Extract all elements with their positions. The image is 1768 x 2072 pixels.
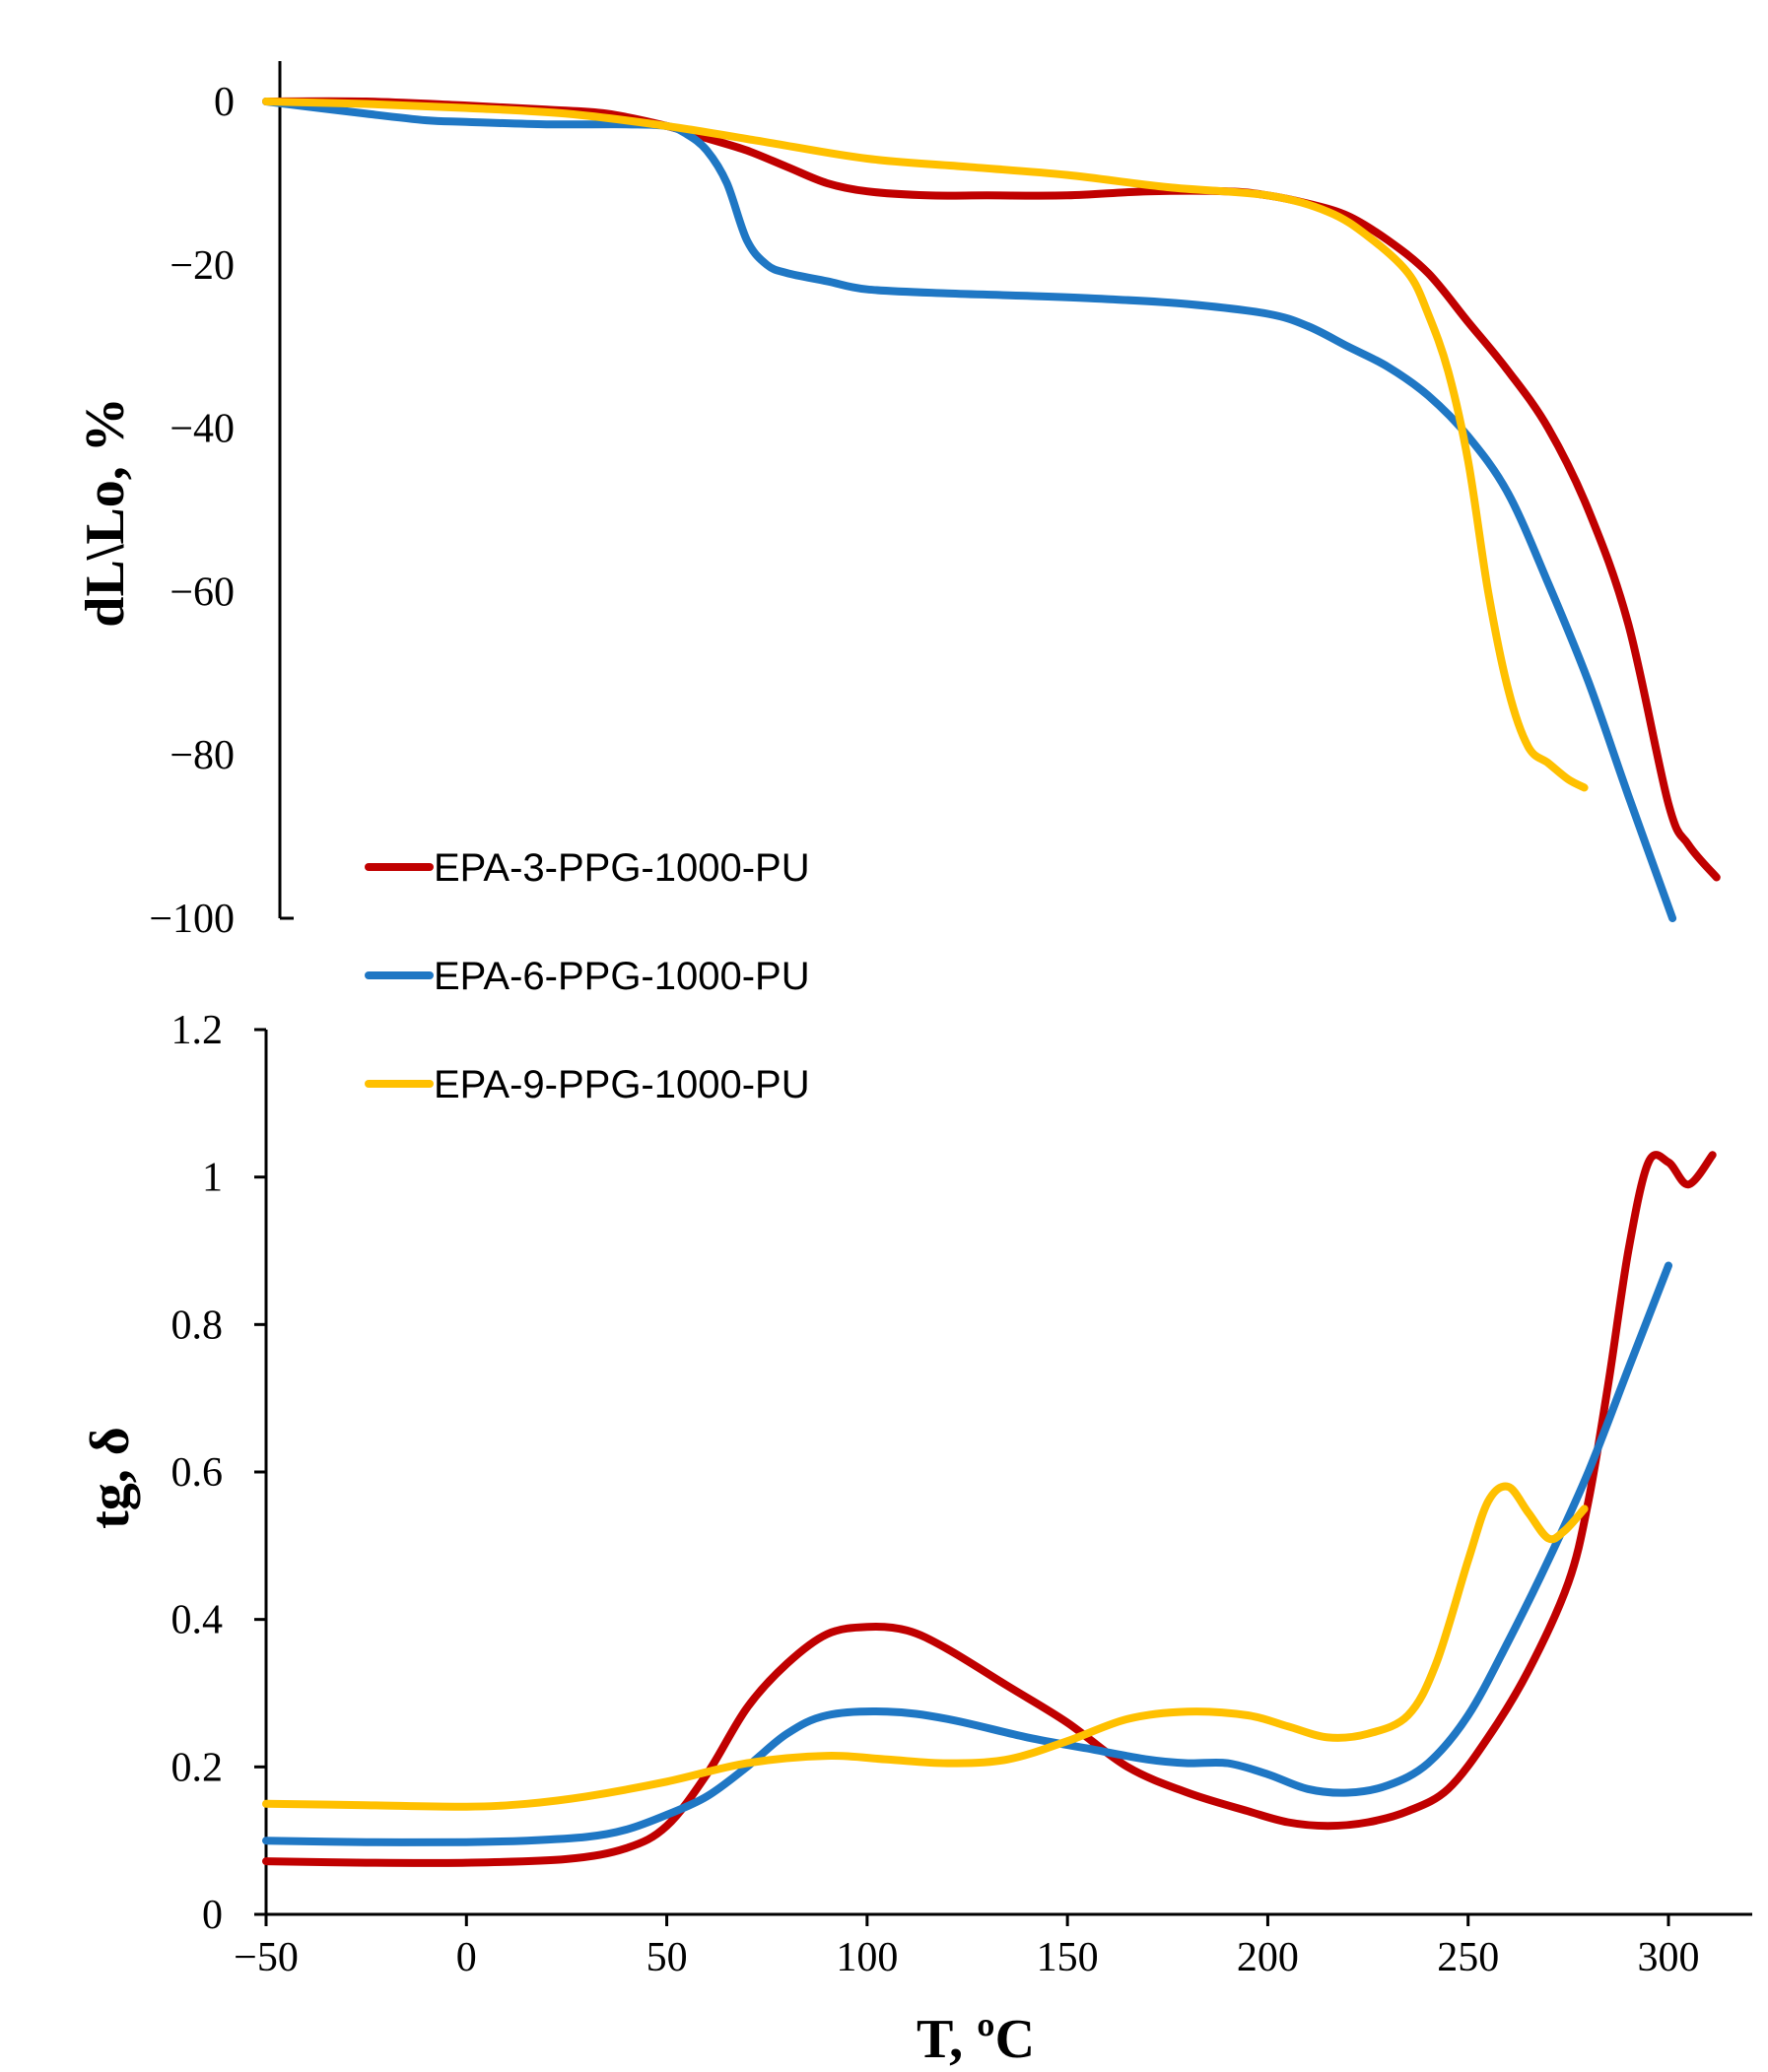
bottom-line-epa-3-ppg-1000-pu bbox=[262, 1151, 1717, 1867]
legend-label-epa-6: EPA-6-PPG-1000-PU bbox=[434, 955, 810, 998]
legend-label-epa-9: EPA-9-PPG-1000-PU bbox=[434, 1063, 810, 1106]
top-y-tick-label: −40 bbox=[170, 407, 235, 452]
bottom-y-tick-label: 1 bbox=[202, 1156, 223, 1201]
bottom-x-tick-label: 200 bbox=[1237, 1935, 1299, 1980]
bottom-x-tick-label: 250 bbox=[1437, 1935, 1499, 1980]
bottom-panel: 00.20.40.60.811.2 −50 0 50 100 150 200 250 300 … bbox=[80, 1008, 1752, 2070]
top-y-tick-label: −20 bbox=[170, 243, 235, 289]
top-y-tick-label: −60 bbox=[170, 569, 235, 615]
legend-label-epa-3: EPA-3-PPG-1000-PU bbox=[434, 846, 810, 890]
bottom-series-group bbox=[262, 1151, 1717, 1867]
bottom-x-tick-label: 300 bbox=[1638, 1935, 1700, 1980]
bottom-y-tick-label: 0 bbox=[202, 1893, 223, 1938]
bottom-line-epa-9-ppg-1000-pu bbox=[262, 1482, 1589, 1811]
top-y-tick-label: −100 bbox=[149, 897, 235, 942]
top-line-epa-6-ppg-1000-pu bbox=[262, 98, 1677, 922]
bottom-y-axis-title: tg, δ bbox=[80, 1427, 141, 1529]
top-y-tick-label: 0 bbox=[214, 80, 235, 125]
bottom-x-tick-label: 0 bbox=[456, 1935, 477, 1980]
bottom-y-tick-label: 0.4 bbox=[171, 1598, 224, 1643]
top-y-tick-label: −80 bbox=[170, 733, 235, 778]
bottom-x-tick-label: 100 bbox=[836, 1935, 898, 1980]
top-y-axis-title: dL\Lo, % bbox=[75, 397, 136, 627]
bottom-x-tick-label: 150 bbox=[1037, 1935, 1099, 1980]
top-panel: 0 −20 −40 −60 −80 −100 dL\Lo, % bbox=[75, 61, 1721, 942]
bottom-line-epa-6-ppg-1000-pu bbox=[262, 1261, 1672, 1846]
bottom-x-tick-label: 50 bbox=[646, 1935, 688, 1980]
bottom-y-tick-label: 0.6 bbox=[171, 1450, 224, 1496]
bottom-y-tick-label: 0.8 bbox=[171, 1303, 224, 1348]
bottom-y-ticks: 0 0.2 0.4 0.6 0.8 1 1.2 bbox=[171, 1008, 266, 1938]
top-series-group bbox=[262, 97, 1721, 922]
bottom-x-tick-label: −50 bbox=[234, 1935, 299, 1980]
bottom-x-axis-title: T, ºC bbox=[917, 2009, 1035, 2070]
bottom-y-tick-label: 1.2 bbox=[171, 1008, 224, 1053]
top-line-epa-3-ppg-1000-pu bbox=[262, 97, 1721, 882]
bottom-y-tick-label: 0.2 bbox=[171, 1745, 224, 1790]
top-y-ticks: 0 −20 −40 −60 −80 −100 bbox=[149, 80, 235, 942]
top-line-epa-9-ppg-1000-pu bbox=[262, 98, 1589, 792]
bottom-x-ticks: −50 0 50 100 150 200 250 300 bbox=[234, 1914, 1700, 1980]
legend: EPA-3-PPG-1000-PU EPA-6-PPG-1000-PU EPA-… bbox=[365, 846, 810, 1106]
